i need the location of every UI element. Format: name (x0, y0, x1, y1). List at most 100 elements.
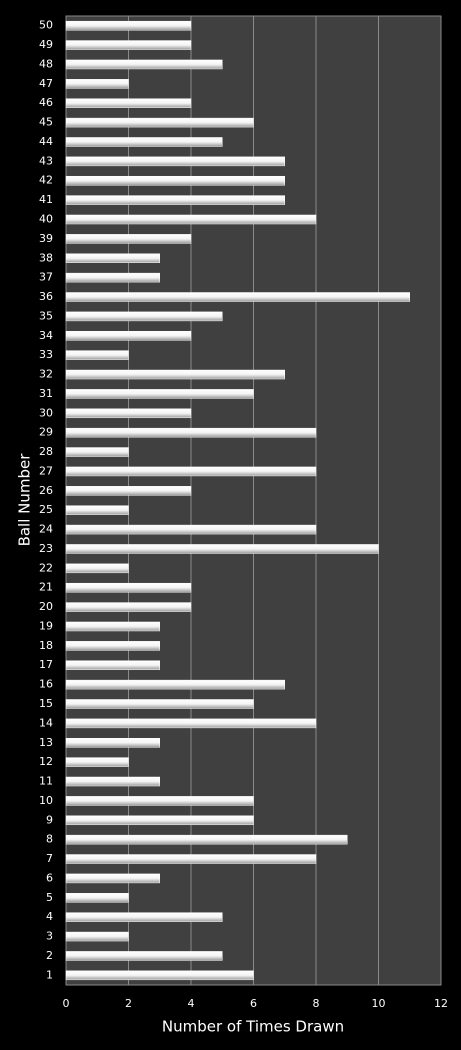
y-tick-label: 15 (39, 697, 53, 710)
y-tick-label: 32 (39, 368, 53, 381)
y-tick-label: 24 (39, 523, 53, 536)
y-tick-label: 28 (39, 445, 53, 458)
bar (65, 660, 160, 670)
bar (65, 602, 192, 612)
y-tick-label: 3 (46, 930, 53, 943)
y-tick-label: 6 (46, 871, 53, 884)
y-tick-label: 23 (39, 542, 53, 555)
bar (65, 718, 317, 729)
bar (65, 20, 192, 31)
bar (65, 156, 285, 167)
y-tick-label: 16 (39, 678, 53, 691)
y-tick-label: 34 (39, 329, 53, 342)
bar (65, 524, 317, 535)
y-tick-label: 31 (39, 387, 53, 400)
y-tick-label: 12 (39, 755, 53, 768)
y-tick-label: 36 (39, 290, 53, 303)
bar (65, 738, 160, 748)
bar (65, 679, 285, 690)
x-tick-label: 0 (63, 997, 70, 1010)
y-tick-label: 33 (39, 348, 53, 361)
bar (65, 272, 160, 283)
y-tick-label: 18 (39, 639, 53, 652)
bar (65, 873, 160, 884)
bar (65, 408, 192, 419)
bar (65, 117, 254, 128)
x-tick-label: 2 (125, 997, 132, 1010)
bar (65, 447, 129, 457)
bar (65, 951, 223, 961)
bar (65, 234, 192, 244)
y-tick-label: 21 (39, 581, 53, 594)
x-tick-label: 10 (372, 997, 386, 1010)
y-tick-label: 37 (39, 271, 53, 284)
bar (65, 331, 192, 341)
bar (65, 40, 192, 50)
y-tick-label: 11 (39, 775, 53, 788)
y-tick-label: 10 (39, 794, 53, 807)
bar (65, 641, 160, 651)
bar (65, 815, 254, 826)
y-tick-label: 29 (39, 426, 53, 439)
y-tick-label: 41 (39, 193, 53, 206)
bar (65, 427, 317, 438)
y-tick-label: 17 (39, 658, 53, 671)
bar (65, 137, 223, 147)
bar (65, 854, 317, 864)
bar (65, 389, 254, 399)
y-tick-label: 5 (46, 891, 53, 904)
bar (65, 912, 223, 922)
bar (65, 796, 254, 806)
bar (65, 486, 192, 496)
bar (65, 466, 317, 477)
bar (65, 214, 317, 225)
x-tick-label: 4 (188, 997, 195, 1010)
y-tick-label: 30 (39, 406, 53, 419)
bar (65, 311, 223, 322)
bar (65, 699, 254, 709)
y-axis-title: Ball Number (16, 453, 34, 547)
y-tick-label: 49 (39, 38, 53, 51)
y-tick-label: 8 (46, 833, 53, 846)
x-tick-label: 12 (434, 997, 448, 1010)
bar (65, 195, 285, 205)
y-tick-label: 44 (39, 135, 53, 148)
y-tick-label: 48 (39, 57, 53, 70)
bar (65, 893, 129, 903)
bar (65, 98, 192, 108)
y-tick-label: 26 (39, 484, 53, 497)
bar (65, 369, 285, 380)
y-tick-label: 43 (39, 154, 53, 167)
y-tick-label: 4 (46, 910, 53, 923)
y-tick-label: 19 (39, 619, 53, 632)
y-tick-label: 9 (46, 813, 53, 826)
y-tick-label: 40 (39, 212, 53, 225)
bar (65, 757, 129, 767)
bar (65, 563, 129, 574)
bar (65, 175, 285, 186)
bar (65, 931, 129, 942)
y-tick-label: 13 (39, 736, 53, 749)
bar (65, 834, 348, 845)
x-tick-label: 6 (250, 997, 257, 1010)
y-tick-label: 27 (39, 464, 53, 477)
y-tick-label: 46 (39, 96, 53, 109)
bar (65, 544, 379, 554)
y-tick-label: 7 (46, 852, 53, 865)
y-tick-label: 1 (46, 968, 53, 981)
y-tick-label: 35 (39, 309, 53, 322)
y-tick-label: 50 (39, 19, 53, 32)
bar (65, 621, 160, 632)
y-tick-label: 39 (39, 232, 53, 245)
y-tick-label: 38 (39, 251, 53, 264)
y-tick-label: 47 (39, 77, 53, 90)
y-tick-label: 20 (39, 600, 53, 613)
y-tick-label: 2 (46, 949, 53, 962)
bar (65, 59, 223, 70)
x-tick-label: 8 (313, 997, 320, 1010)
bar (65, 253, 160, 263)
y-tick-label: 25 (39, 503, 53, 516)
bar (65, 79, 129, 89)
